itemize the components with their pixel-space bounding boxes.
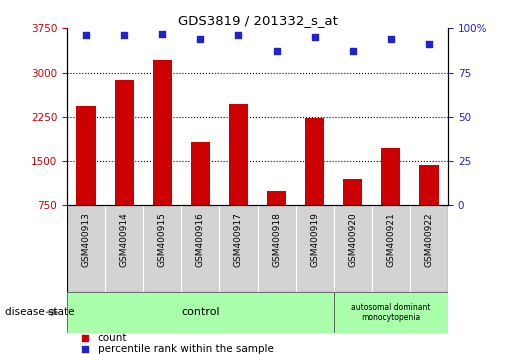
- Point: [387, 36, 395, 42]
- Title: GDS3819 / 201332_s_at: GDS3819 / 201332_s_at: [178, 14, 337, 27]
- Text: GSM400917: GSM400917: [234, 212, 243, 267]
- Bar: [334, 292, 448, 333]
- Bar: [191, 142, 210, 205]
- Text: GSM400915: GSM400915: [158, 212, 167, 267]
- Point: [272, 48, 281, 54]
- Text: GSM400913: GSM400913: [81, 212, 91, 267]
- Bar: [153, 59, 172, 205]
- Text: GSM400919: GSM400919: [310, 212, 319, 267]
- Bar: [229, 104, 248, 205]
- Point: [82, 33, 90, 38]
- Text: GSM400918: GSM400918: [272, 212, 281, 267]
- Point: [158, 31, 166, 36]
- Point: [120, 33, 128, 38]
- Point: [80, 347, 89, 352]
- Bar: [305, 118, 324, 205]
- Bar: [419, 165, 439, 205]
- Bar: [344, 179, 363, 205]
- Bar: [67, 292, 334, 333]
- Point: [234, 33, 243, 38]
- Point: [349, 48, 357, 54]
- Text: GSM400914: GSM400914: [119, 212, 129, 267]
- Bar: [76, 106, 96, 205]
- Point: [80, 335, 89, 341]
- Bar: [267, 190, 286, 205]
- Point: [311, 34, 319, 40]
- Bar: [114, 80, 134, 205]
- Text: control: control: [181, 307, 220, 318]
- Text: disease state: disease state: [5, 307, 75, 318]
- Text: count: count: [98, 333, 127, 343]
- Bar: [382, 148, 401, 205]
- Text: GSM400920: GSM400920: [348, 212, 357, 267]
- Text: GSM400922: GSM400922: [424, 212, 434, 267]
- Text: GSM400916: GSM400916: [196, 212, 205, 267]
- Text: GSM400921: GSM400921: [386, 212, 396, 267]
- Text: autosomal dominant
monocytopenia: autosomal dominant monocytopenia: [351, 303, 431, 322]
- Point: [196, 36, 204, 42]
- Point: [425, 41, 433, 47]
- Text: percentile rank within the sample: percentile rank within the sample: [98, 344, 273, 354]
